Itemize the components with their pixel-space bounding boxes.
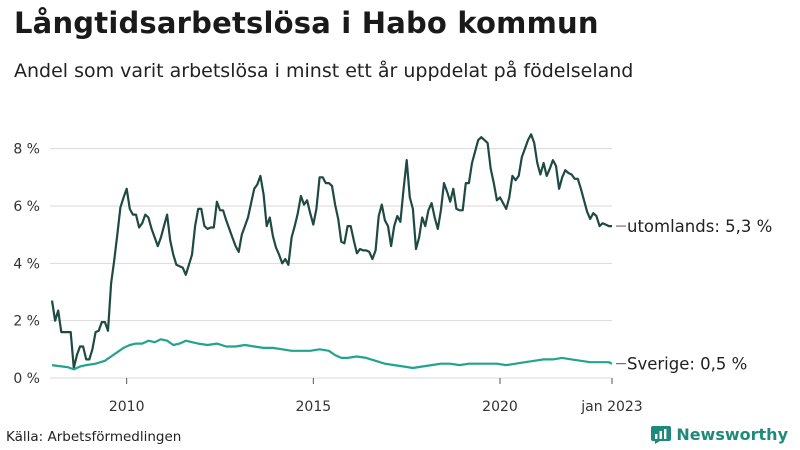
- series-end-label: utomlands: 5,3 %: [627, 217, 772, 236]
- chart-title: Långtidsarbetslösa i Habo kommun: [14, 6, 599, 40]
- chart-subtitle: Andel som varit arbetslösa i minst ett å…: [14, 60, 634, 82]
- series-line-utomlands: [50, 133, 612, 370]
- y-tick-label: 0 %: [13, 371, 40, 387]
- x-tick-label: 2015: [296, 399, 332, 415]
- x-tick-label: jan 2023: [580, 399, 642, 415]
- x-tick-label: 2020: [482, 399, 518, 415]
- source-note: Källa: Arbetsförmedlingen: [6, 429, 182, 445]
- brand-name: Newsworthy: [676, 425, 788, 444]
- bar-chart-icon: [651, 425, 672, 444]
- y-tick-label: 6 %: [13, 199, 40, 215]
- y-tick-label: 4 %: [13, 256, 40, 272]
- series-end-label: Sverige: 0,5 %: [627, 355, 747, 374]
- y-tick-label: 8 %: [13, 142, 40, 158]
- y-tick-label: 2 %: [13, 314, 40, 330]
- x-tick-label: 2010: [109, 399, 145, 415]
- brand-logo: Newsworthy: [651, 425, 788, 444]
- series-line-sverige: [51, 338, 613, 371]
